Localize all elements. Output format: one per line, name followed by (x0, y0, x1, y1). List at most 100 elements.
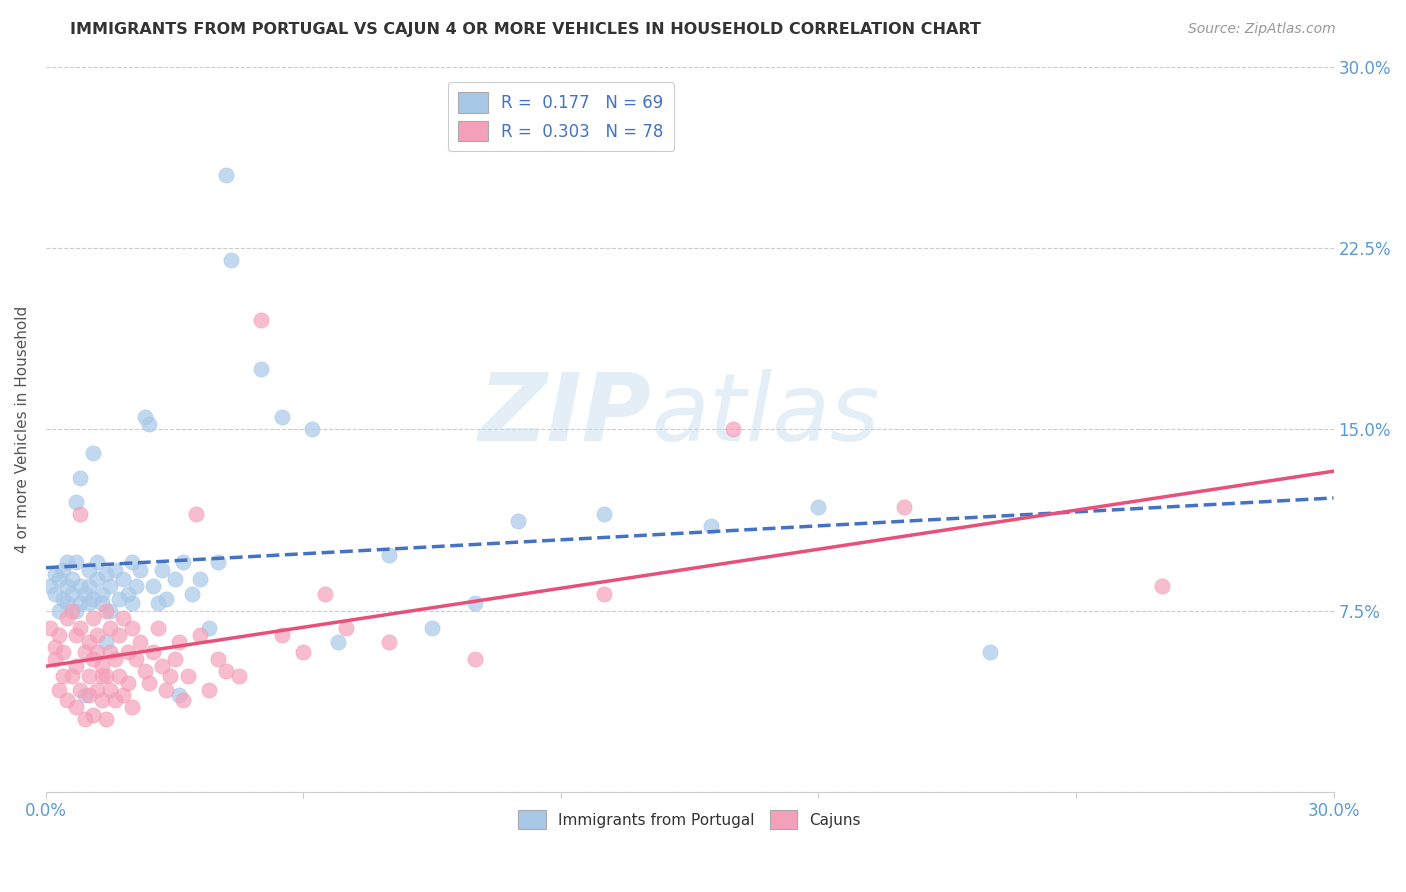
Point (167, 688, 190, 702)
Point (82, 652, 104, 666)
Point (98, 621, 121, 635)
Point (117, 645, 139, 659)
Point (150, 562, 173, 576)
Point (56, 596, 79, 610)
Point (39, 579, 62, 593)
Point (125, 652, 148, 666)
Point (146, 596, 169, 610)
Point (219, 253, 242, 268)
Point (56, 579, 79, 593)
Point (56, 611, 79, 625)
Point (48, 628, 70, 642)
Point (86, 683, 108, 698)
Point (249, 313, 271, 327)
Point (69, 507, 91, 521)
Point (146, 621, 169, 635)
Point (167, 635, 190, 649)
Point (82, 707, 104, 722)
Point (77, 579, 100, 593)
Point (90, 693, 112, 707)
Point (271, 628, 294, 642)
Point (39, 621, 62, 635)
Text: atlas: atlas (651, 369, 879, 460)
Point (112, 572, 135, 586)
Point (48, 683, 70, 698)
Point (73, 713, 96, 727)
Point (207, 652, 229, 666)
Point (77, 596, 100, 610)
Point (82, 611, 104, 625)
Point (77, 669, 100, 683)
Point (150, 659, 173, 673)
Point (60, 604, 83, 618)
Point (65, 659, 87, 673)
Point (117, 587, 139, 601)
Point (249, 361, 271, 376)
Point (44, 652, 66, 666)
Point (77, 635, 100, 649)
Point (464, 596, 486, 610)
Point (86, 555, 108, 569)
Point (121, 596, 143, 610)
Point (335, 621, 357, 635)
Point (108, 669, 131, 683)
Point (44, 640, 66, 654)
Point (142, 579, 165, 593)
Point (86, 572, 108, 586)
Point (108, 591, 131, 606)
Point (86, 645, 108, 659)
Point (52, 669, 75, 683)
Point (125, 579, 148, 593)
Point (82, 446, 104, 460)
Point (104, 693, 127, 707)
Point (271, 410, 294, 425)
Point (593, 507, 616, 521)
Point (90, 587, 112, 601)
Point (94, 567, 117, 582)
Point (104, 652, 127, 666)
Point (52, 591, 75, 606)
Point (44, 567, 66, 582)
Point (65, 495, 87, 509)
Point (163, 652, 186, 666)
Point (69, 470, 91, 484)
Point (292, 645, 315, 659)
Point (301, 422, 323, 436)
Point (69, 683, 91, 698)
Point (134, 664, 156, 678)
Point (893, 500, 915, 514)
Point (98, 604, 121, 618)
Point (90, 596, 112, 610)
Point (60, 587, 83, 601)
Text: ZIP: ZIP (478, 368, 651, 461)
Point (56, 693, 79, 707)
Point (86, 628, 108, 642)
Point (155, 591, 177, 606)
Point (172, 693, 194, 707)
Point (121, 555, 143, 569)
Legend: Immigrants from Portugal, Cajuns: Immigrants from Portugal, Cajuns (512, 805, 868, 835)
Point (90, 669, 112, 683)
Point (121, 621, 143, 635)
Point (90, 659, 112, 673)
Point (117, 676, 139, 690)
Point (44, 587, 66, 601)
Point (207, 555, 229, 569)
Point (52, 645, 75, 659)
Point (98, 645, 121, 659)
Point (172, 555, 194, 569)
Point (314, 587, 336, 601)
Point (121, 700, 143, 714)
Point (69, 596, 91, 610)
Point (326, 635, 349, 649)
Point (215, 169, 238, 183)
Y-axis label: 4 or more Vehicles in Household: 4 or more Vehicles in Household (15, 306, 30, 553)
Point (104, 562, 127, 576)
Point (155, 683, 177, 698)
Point (48, 572, 70, 586)
Point (65, 700, 87, 714)
Point (1150, 579, 1173, 593)
Point (129, 562, 152, 576)
Point (48, 604, 70, 618)
Point (94, 635, 117, 649)
